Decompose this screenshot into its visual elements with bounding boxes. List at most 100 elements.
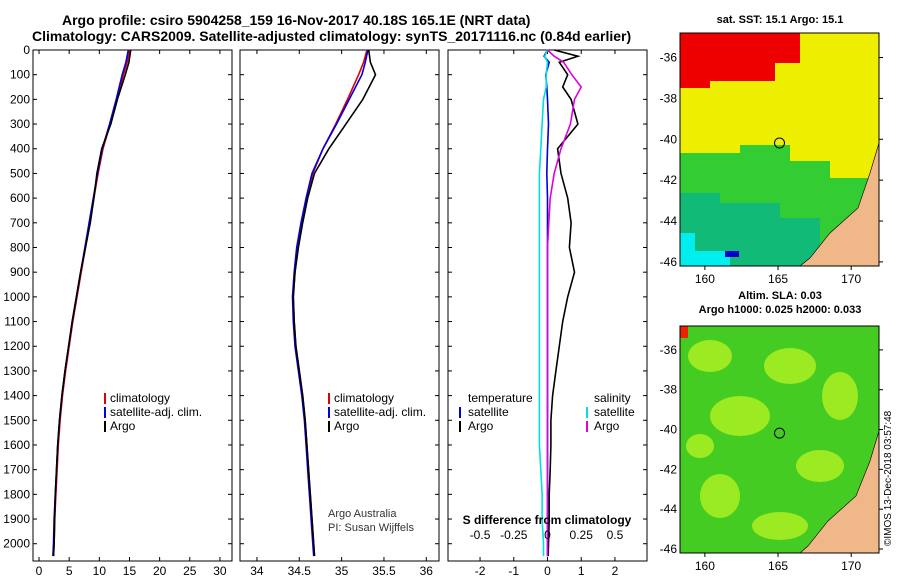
y-tick-label: 400 [10, 142, 30, 156]
sla-anomaly-blob [796, 450, 844, 482]
sla-anomaly-blob [688, 340, 732, 372]
sla-map-title-1: Altim. SLA: 0.03 [738, 290, 822, 302]
y-tick-label: -36 [660, 51, 678, 65]
sst-map-title: sat. SST: 15.1 Argo: 15.1 [716, 14, 844, 26]
y-tick-label: 1100 [4, 315, 30, 329]
legend-label: satellite-adj. clim. [334, 405, 426, 419]
y-tick-label: 100 [10, 68, 30, 82]
sla-anomaly-blob [764, 348, 816, 384]
x-tick-label: 170 [841, 559, 861, 573]
x-tick-label: 15 [123, 564, 137, 578]
x-tick-label-salinity: -0.25 [500, 528, 528, 542]
x-tick-label: 1 [578, 564, 585, 578]
y-tick-label: 1500 [3, 413, 30, 427]
x-tick-label: 0 [36, 564, 43, 578]
y-tick-label: 1400 [3, 389, 30, 403]
y-tick-label: 200 [10, 92, 30, 106]
y-tick-label: -40 [660, 132, 678, 146]
sla-anomaly-blob [686, 434, 714, 458]
x-tick-label: 35 [335, 564, 349, 578]
y-tick-label: -44 [660, 214, 678, 228]
legend-label: Argo [468, 419, 494, 433]
legend-swatch [328, 393, 330, 404]
y-tick-label: -42 [660, 173, 678, 187]
x-axis-label-salinity: S difference from climatology [463, 513, 632, 527]
legend-swatch [104, 407, 106, 418]
x-tick-label: 35.5 [372, 564, 396, 578]
y-tick-label: 1900 [3, 512, 30, 526]
x-tick-label: 10 [93, 564, 107, 578]
x-tick-label: -1 [508, 564, 519, 578]
y-tick-label: 700 [10, 216, 30, 230]
panel-salinity: 34 34.5 35 35.5 36 salinity climatologysatelli… [239, 49, 440, 580]
sst-teal-region [680, 193, 820, 266]
y-tick-label: 2000 [3, 537, 30, 551]
legend-label: satellite [468, 405, 509, 419]
sla-red-patch [680, 326, 688, 338]
sla-anomaly-blob [700, 474, 740, 518]
y-tick-label: 1000 [3, 290, 30, 304]
series-line-s-argo [546, 49, 583, 557]
x-tick-label-salinity: -0.5 [470, 528, 491, 542]
legend-swatch [459, 407, 461, 418]
plot-frame-salinity [239, 49, 440, 562]
x-tick-label: -2 [475, 564, 486, 578]
sla-map-frame [679, 325, 880, 554]
sla-map: -36 -38 -40 -42 -44 -46 160 165 170 [660, 325, 883, 573]
sst-blue-patch [725, 251, 739, 257]
y-tick-label: -36 [660, 343, 678, 357]
legend-right-title: salinity [594, 391, 631, 405]
x-axis-label: salinity [319, 578, 361, 580]
float-marker [774, 427, 785, 439]
header-line-2: Climatology: CARS2009. Satellite-adjuste… [32, 28, 632, 44]
legend-label: Argo [110, 419, 136, 433]
annotation-pi: PI: Susan Wijffels [328, 522, 414, 534]
x-tick-label-salinity: 0.25 [570, 528, 594, 542]
y-tick-label: -38 [660, 383, 678, 397]
sla-anomaly-blob [710, 396, 770, 436]
x-tick-label: 5 [66, 564, 73, 578]
legend-label: Argo [334, 419, 360, 433]
panel-temperature: 0100200300400500600700800900100011001200… [3, 43, 233, 580]
y-tick-label: 1200 [3, 339, 30, 353]
sst-cyan-region [680, 233, 730, 266]
y-tick-label: -44 [660, 502, 678, 516]
y-tick-label: -46 [660, 255, 678, 269]
header-line-1: Argo profile: csiro 5904258_159 16-Nov-2… [62, 12, 531, 28]
x-tick-label: 160 [695, 272, 715, 286]
float-marker [774, 137, 785, 149]
series-line-argo [52, 49, 132, 557]
x-tick-label-salinity: 0.5 [607, 528, 624, 542]
legend-label: climatology [334, 391, 394, 405]
y-tick-label: 1600 [3, 438, 30, 452]
series-line-argo [292, 49, 377, 557]
x-tick-label: 170 [841, 272, 861, 286]
sst-map: -36 -38 -40 -42 -44 -46 160 165 170 [660, 32, 883, 286]
x-tick-label: 34 [250, 564, 264, 578]
sla-anomaly-blob [822, 372, 858, 420]
y-tick-label: 1300 [3, 364, 30, 378]
x-tick-label: 165 [768, 559, 788, 573]
legend-swatch [586, 421, 588, 432]
sla-anomaly-blob [752, 512, 808, 540]
x-tick-label: 2 [612, 564, 619, 578]
legend-label: satellite-adj. clim. [110, 405, 202, 419]
legend-swatch [586, 407, 588, 418]
x-tick-label: 34.5 [288, 564, 312, 578]
legend-label: satellite [594, 405, 635, 419]
y-tick-label: 900 [10, 265, 30, 279]
legend-label: climatology [110, 391, 170, 405]
legend-swatch [328, 421, 330, 432]
y-tick-label: -42 [660, 462, 678, 476]
annotation-argo-australia: Argo Australia [328, 508, 397, 520]
y-tick-label: -38 [660, 91, 678, 105]
legend-swatch [328, 407, 330, 418]
legend-swatch [104, 421, 106, 432]
x-tick-label: 160 [695, 559, 715, 573]
x-tick-label: 25 [183, 564, 197, 578]
legend-swatch [104, 393, 106, 404]
y-tick-label: -46 [660, 542, 678, 556]
y-tick-label: 1700 [3, 463, 30, 477]
series-line-t-argo [547, 49, 581, 557]
y-tick-label: -40 [660, 423, 678, 437]
